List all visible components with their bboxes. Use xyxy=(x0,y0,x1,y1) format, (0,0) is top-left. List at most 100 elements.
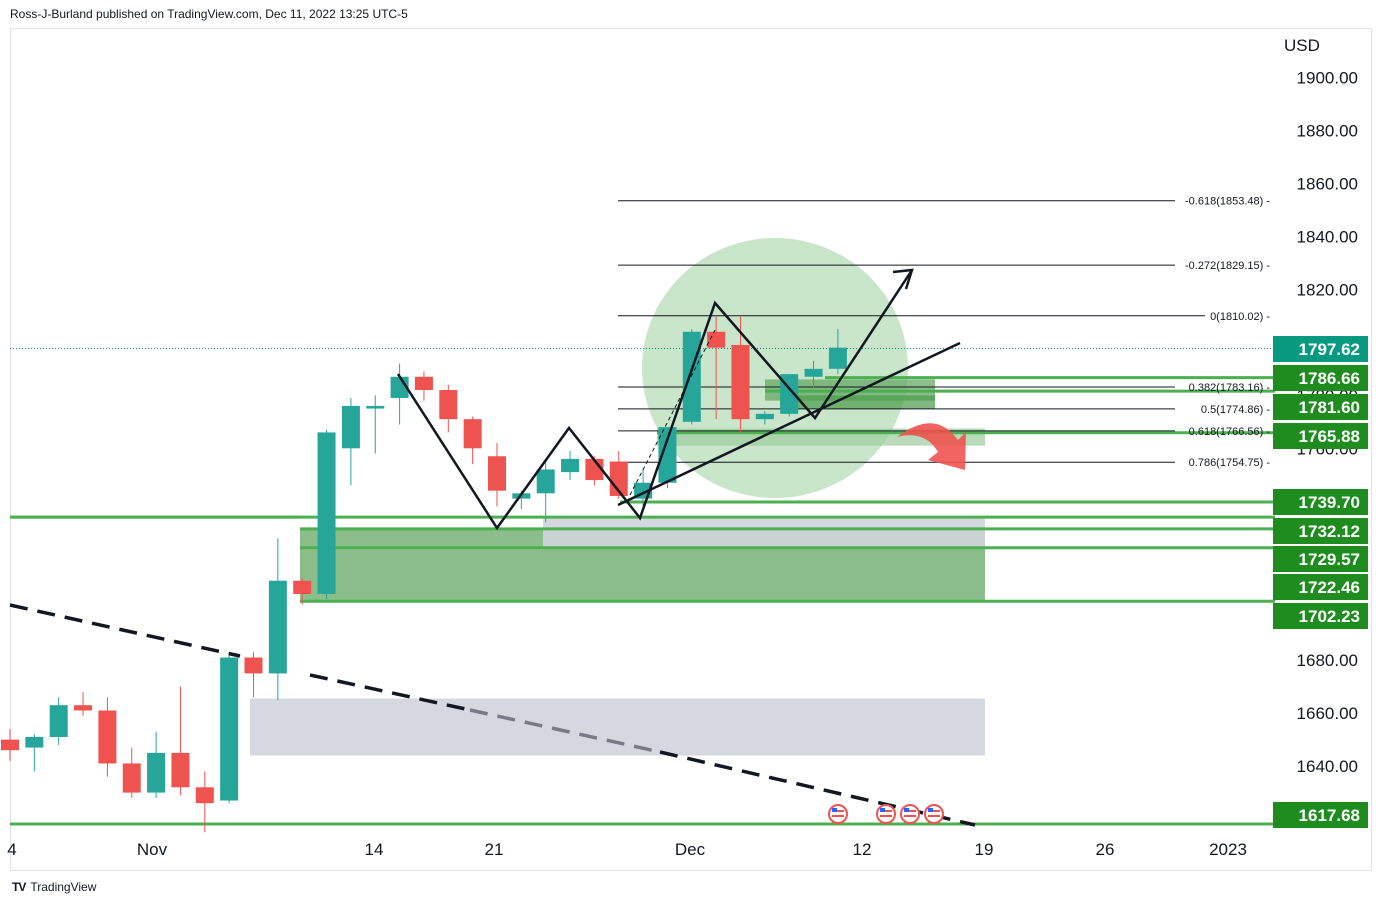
us-flag-event-icon[interactable] xyxy=(900,804,920,824)
flag-stripe xyxy=(880,815,892,817)
candle-body[interactable] xyxy=(1,739,19,751)
candle[interactable] xyxy=(98,697,117,777)
candle[interactable] xyxy=(293,578,312,605)
candle-body[interactable] xyxy=(74,705,93,711)
fib-level-label: 0.786(1754.75) - xyxy=(1189,457,1271,469)
time-tick-label: 2023 xyxy=(1209,840,1247,859)
level-price-badge: 1786.66 xyxy=(1273,365,1368,391)
candle[interactable] xyxy=(74,691,93,716)
drawings-layer[interactable] xyxy=(9,268,976,827)
candle-body[interactable] xyxy=(244,657,263,674)
level-price-badge: 1739.70 xyxy=(1273,489,1368,515)
candle[interactable] xyxy=(244,652,263,698)
price-badge-bg xyxy=(1273,489,1368,515)
pattern-zigzag-line[interactable] xyxy=(396,269,914,531)
candle[interactable] xyxy=(268,538,287,700)
candle[interactable] xyxy=(536,458,555,523)
price-badge-text: 1732.12 xyxy=(1299,522,1360,541)
candle[interactable] xyxy=(341,397,360,486)
candle-body[interactable] xyxy=(317,432,336,594)
us-flag-event-icon[interactable] xyxy=(828,804,848,824)
trendline-support[interactable] xyxy=(617,341,961,507)
candle[interactable] xyxy=(731,315,750,433)
candle[interactable] xyxy=(390,363,409,425)
candle[interactable] xyxy=(682,329,701,425)
bearish-trendline-left[interactable] xyxy=(9,603,241,658)
candle-body[interactable] xyxy=(755,413,774,420)
chart-frame[interactable] xyxy=(10,28,1372,871)
candle-body[interactable] xyxy=(366,405,385,409)
candle-body[interactable] xyxy=(731,344,750,420)
candle-body[interactable] xyxy=(439,390,458,420)
candle[interactable] xyxy=(147,731,166,798)
price-tick-label: 1900.00 xyxy=(1297,69,1358,88)
candle-body[interactable] xyxy=(561,458,580,473)
candle[interactable] xyxy=(171,686,190,796)
candle[interactable] xyxy=(195,771,214,833)
candle[interactable] xyxy=(317,429,336,600)
candle-body[interactable] xyxy=(804,368,823,377)
price-tick-label: 1880.00 xyxy=(1297,121,1358,140)
time-tick-label: Nov xyxy=(137,840,168,859)
us-flag-event-icon[interactable] xyxy=(924,804,944,824)
candle-body[interactable] xyxy=(293,580,312,594)
flag-canton xyxy=(832,808,837,812)
candle-body[interactable] xyxy=(463,419,482,449)
level-price-badge: 1781.60 xyxy=(1273,394,1368,420)
candle[interactable] xyxy=(828,329,847,375)
candle-body[interactable] xyxy=(828,347,847,369)
candle[interactable] xyxy=(366,395,385,454)
price-badge-bg xyxy=(1273,574,1368,600)
candle-body[interactable] xyxy=(49,705,68,737)
candle[interactable] xyxy=(755,411,774,425)
candle-body[interactable] xyxy=(488,456,506,491)
time-axis[interactable]: 4 Nov 14 21 Dec 12 19 26 2023 xyxy=(7,840,1247,859)
candle-body[interactable] xyxy=(658,427,677,483)
us-flag-event-icon[interactable] xyxy=(876,804,896,824)
candle-body[interactable] xyxy=(195,787,214,804)
candle-body[interactable] xyxy=(98,710,117,764)
bearish-trendline-gray[interactable] xyxy=(469,708,661,754)
fib-level-label: -0.272(1829.15) - xyxy=(1185,260,1270,272)
candle[interactable] xyxy=(804,360,823,388)
price-tick-label: 1640.00 xyxy=(1297,757,1358,776)
candle[interactable] xyxy=(220,654,239,804)
flag-stripe xyxy=(928,815,940,817)
candle-body[interactable] xyxy=(147,752,166,793)
price-badge-text: 1739.70 xyxy=(1299,493,1360,512)
candle[interactable] xyxy=(49,697,68,745)
candle[interactable] xyxy=(561,450,580,481)
candles-layer[interactable] xyxy=(1,315,847,833)
price-badges: 1797.62 1786.66 1781.60 1765.88 1739.70 1732.… xyxy=(1273,336,1368,828)
candle[interactable] xyxy=(439,384,458,433)
level-price-badge: 1617.68 xyxy=(1273,802,1368,828)
candle[interactable] xyxy=(1,729,19,761)
tradingview-logo: TV xyxy=(12,880,26,894)
events-layer[interactable] xyxy=(828,804,944,824)
price-tick-label: 1660.00 xyxy=(1297,704,1358,723)
candle-body[interactable] xyxy=(122,763,141,793)
candle[interactable] xyxy=(122,747,141,798)
fib-connector-dashed[interactable] xyxy=(629,329,716,496)
bearish-arrow-icon xyxy=(897,423,966,470)
candle-body[interactable] xyxy=(414,376,433,391)
candle-body[interactable] xyxy=(341,405,360,449)
bearish-trendline-right[interactable] xyxy=(659,750,976,827)
candle[interactable] xyxy=(488,442,506,507)
candle-body[interactable] xyxy=(707,331,726,348)
candle-body[interactable] xyxy=(171,752,190,788)
price-chart[interactable]: -0.618(1853.48) - -0.272(1829.15) - 0(1810… xyxy=(0,0,1382,880)
candle-body[interactable] xyxy=(268,580,287,674)
candle-body[interactable] xyxy=(220,657,239,801)
last-price-badge: 1797.62 xyxy=(1273,336,1368,362)
price-tick-label: 1840.00 xyxy=(1297,227,1358,246)
candle-body[interactable] xyxy=(536,469,555,494)
time-tick-label: 19 xyxy=(975,840,994,859)
candle[interactable] xyxy=(25,734,44,772)
candle[interactable] xyxy=(414,371,433,401)
candle[interactable] xyxy=(463,416,482,465)
price-badge-bg xyxy=(1273,394,1368,420)
fib-level-label: 0.618(1766.56) - xyxy=(1189,426,1271,438)
candle-body[interactable] xyxy=(682,331,701,422)
candle-body[interactable] xyxy=(25,736,44,748)
